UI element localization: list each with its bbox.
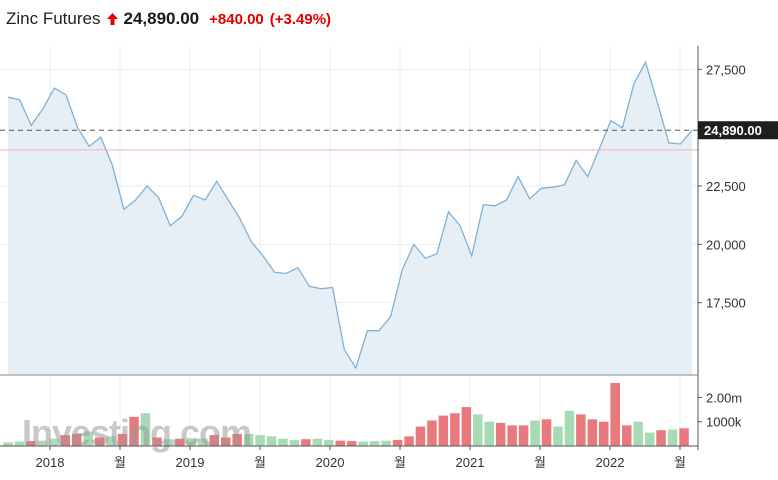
volume-bar xyxy=(255,435,265,446)
volume-bar xyxy=(381,440,391,446)
y-tick-label: 20,000 xyxy=(706,237,746,252)
volume-bar xyxy=(117,433,128,446)
volume-bar xyxy=(644,432,655,446)
x-tick-label: 2020 xyxy=(316,455,345,470)
volume-bar xyxy=(587,419,598,446)
volume-bar xyxy=(324,439,334,446)
volume-bar xyxy=(541,419,552,446)
x-tick-label: 월 xyxy=(674,455,686,470)
volume-bar xyxy=(243,433,254,446)
volume-bar xyxy=(232,433,242,446)
volume-bar xyxy=(415,426,426,446)
y-tick-label: 22,500 xyxy=(706,179,746,194)
volume-bar xyxy=(599,421,609,446)
volume-tick-label: 2.00m xyxy=(706,390,742,405)
volume-bar xyxy=(129,416,139,446)
volume-bar xyxy=(106,436,116,446)
y-tick-label: 17,500 xyxy=(706,296,746,311)
volume-bar xyxy=(49,438,59,446)
volume-bar xyxy=(438,415,449,446)
volume-bar xyxy=(289,439,300,446)
volume-bar xyxy=(484,421,494,446)
volume-bar xyxy=(152,437,162,446)
price-change: +840.00 xyxy=(209,10,264,28)
volume-bar xyxy=(278,438,288,446)
x-axis: 2018 월 2019 월 2020 월 2021 월 2022 월 xyxy=(36,446,686,470)
volume-bar xyxy=(14,441,25,446)
volume-tick-label: 1000k xyxy=(706,415,742,430)
volume-bar xyxy=(473,414,483,446)
volume-bar xyxy=(186,438,197,446)
price-line xyxy=(7,60,693,370)
instrument-title: Zinc Futures xyxy=(6,9,101,28)
price-change-percent: (+3.49%) xyxy=(269,10,332,28)
price-area-fill xyxy=(8,62,692,376)
volume-bar xyxy=(461,407,472,446)
watermark: Investing.com xyxy=(22,412,252,453)
volume-bar xyxy=(83,431,93,446)
y-axis: 17,500 20,000 22,500 27,500 2.00m 1000k xyxy=(698,62,746,430)
x-tick-label: 월 xyxy=(114,455,126,470)
x-tick-label: 월 xyxy=(394,455,406,470)
volume-bar xyxy=(656,430,666,446)
volume-bar xyxy=(518,425,529,446)
x-tick-label: 2019 xyxy=(176,455,205,470)
x-tick-label: 2021 xyxy=(456,455,485,470)
volume-bar xyxy=(266,436,277,446)
x-tick-label: 월 xyxy=(534,455,546,470)
y-tick-label: 27,500 xyxy=(706,62,746,77)
volume-bar xyxy=(495,422,506,446)
volume-bar xyxy=(404,436,414,446)
last-price-box xyxy=(698,121,778,140)
watermark-text: Investing.com xyxy=(22,412,251,453)
last-price: 24,890.00 xyxy=(123,9,200,28)
up-arrow-icon xyxy=(107,13,119,25)
volume-bar xyxy=(163,439,174,446)
last-price-marker: 24,890.00 xyxy=(698,121,778,140)
volume-bar xyxy=(633,421,643,446)
volume-bar xyxy=(576,414,586,446)
chart-axes xyxy=(0,46,699,450)
volume-bar xyxy=(26,441,36,446)
volume-bar xyxy=(3,442,13,446)
volume-bar xyxy=(530,420,540,446)
volume-bar xyxy=(564,410,575,446)
x-tick-label: 2018 xyxy=(36,455,65,470)
volume-bar xyxy=(679,428,689,446)
volume-bar xyxy=(335,440,345,446)
volume-bar xyxy=(450,413,460,446)
volume-bar xyxy=(301,439,311,446)
volume-bar xyxy=(209,435,219,446)
volume-bar xyxy=(610,382,620,446)
volume-bar xyxy=(72,433,82,446)
x-tick-label: 월 xyxy=(254,455,266,470)
price-area-series xyxy=(0,60,698,376)
volume-bar xyxy=(667,429,678,446)
volume-bar xyxy=(369,441,380,446)
volume-bar xyxy=(220,437,231,446)
volume-bar xyxy=(140,413,151,446)
quote-header: Zinc Futures 24,890.00 +840.00 (+3.49%) xyxy=(6,8,331,30)
volume-bar xyxy=(60,435,70,446)
volume-bar xyxy=(507,425,517,446)
volume-bar xyxy=(622,425,632,446)
volume-bar xyxy=(37,440,48,446)
volume-bar xyxy=(175,438,185,446)
last-price-label: 24,890.00 xyxy=(704,123,762,138)
volume-bar xyxy=(427,420,437,446)
volume-bar xyxy=(347,441,357,446)
volume-bar xyxy=(358,441,368,446)
volume-bar xyxy=(198,438,208,446)
x-tick-label: 2022 xyxy=(596,455,625,470)
volume-bars xyxy=(3,382,689,446)
volume-bar xyxy=(312,438,323,446)
volume-bar xyxy=(553,426,563,446)
volume-bar xyxy=(94,437,105,446)
volume-bar xyxy=(392,439,403,446)
